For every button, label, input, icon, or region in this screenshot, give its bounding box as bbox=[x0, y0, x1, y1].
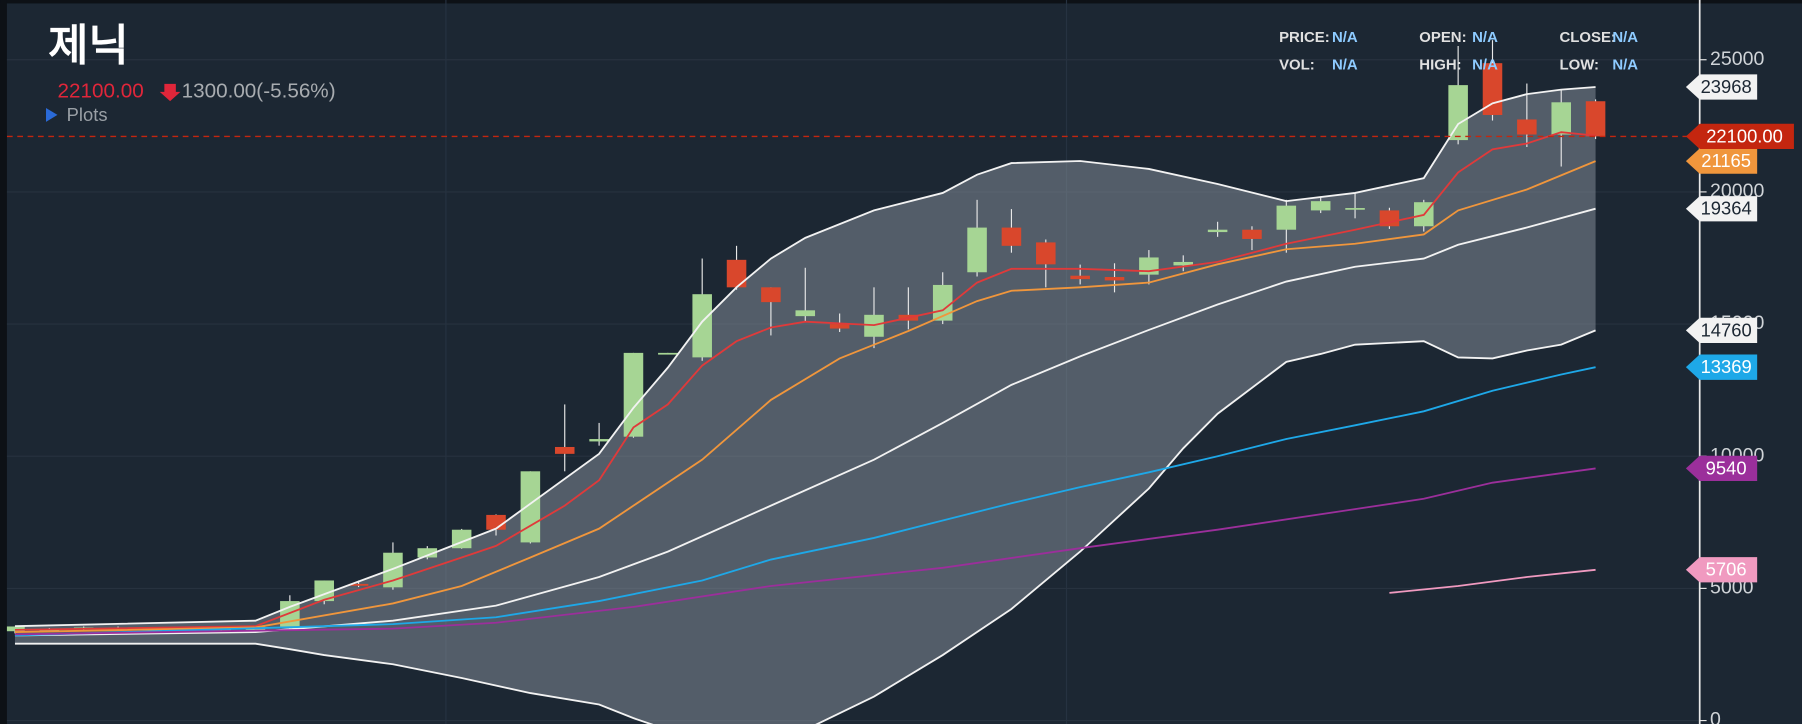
candle-body bbox=[589, 439, 609, 442]
candle-body bbox=[1551, 102, 1571, 135]
price-tag bbox=[1685, 196, 1758, 222]
down-arrow-icon bbox=[159, 83, 181, 102]
left-border bbox=[0, 0, 7, 724]
candle-body bbox=[623, 352, 644, 437]
plots-toggle[interactable]: Plots bbox=[67, 104, 108, 125]
symbol-title: 제닉 bbox=[48, 20, 128, 71]
candle-body bbox=[520, 471, 541, 543]
candle-body bbox=[1585, 101, 1606, 137]
candle-body bbox=[761, 287, 781, 303]
indicator-line bbox=[14, 329, 1596, 724]
indicator-line bbox=[14, 86, 1596, 628]
candle-body bbox=[1001, 227, 1022, 246]
candle-body bbox=[1310, 201, 1331, 211]
price-tag-label: 21165 bbox=[1701, 150, 1751, 171]
price-tag-label: 13369 bbox=[1701, 356, 1752, 377]
info-value: N/A bbox=[1472, 29, 1498, 46]
y-tick-label: 0 bbox=[1710, 709, 1721, 724]
candle-body bbox=[1242, 229, 1262, 239]
candle-body bbox=[1276, 205, 1297, 230]
price-tag-label: 14760 bbox=[1701, 319, 1752, 340]
info-value: N/A bbox=[1332, 56, 1358, 73]
price-tag-label: 9540 bbox=[1706, 457, 1747, 478]
indicator-line bbox=[14, 467, 1596, 636]
candle-body bbox=[1345, 208, 1365, 210]
price: 22100.00 bbox=[57, 79, 143, 102]
candle-body bbox=[1207, 229, 1228, 233]
candle-body bbox=[795, 310, 816, 317]
candle-body bbox=[967, 227, 987, 273]
candle-body bbox=[417, 548, 438, 558]
candle-body bbox=[554, 446, 575, 454]
candle-body bbox=[1517, 119, 1537, 135]
indicator-line bbox=[1389, 568, 1596, 594]
price-tag-label: 5706 bbox=[1706, 559, 1747, 580]
info-label: OPEN: bbox=[1419, 29, 1466, 46]
candle-body bbox=[658, 352, 678, 355]
info-value: N/A bbox=[1612, 56, 1638, 73]
info-value: N/A bbox=[1612, 29, 1638, 46]
price-tag-label: 22100.00 bbox=[1706, 125, 1783, 146]
info-value: N/A bbox=[1472, 56, 1498, 73]
candle-body bbox=[726, 259, 747, 288]
candle-body bbox=[829, 324, 850, 329]
candle-body bbox=[1070, 275, 1090, 280]
info-label: CLOSE: bbox=[1559, 29, 1615, 46]
price-tag-label: 23968 bbox=[1701, 76, 1752, 97]
price-tag bbox=[1685, 74, 1758, 100]
candle-body bbox=[1104, 277, 1125, 281]
plot-area bbox=[6, 40, 1699, 724]
candle-body bbox=[692, 294, 712, 358]
candle-body bbox=[6, 626, 25, 632]
price-change: 1300.00(-5.56%) bbox=[182, 79, 336, 102]
candle-body bbox=[1036, 242, 1056, 265]
indicator-line bbox=[14, 207, 1596, 637]
top-border bbox=[0, 0, 1802, 4]
candle-body bbox=[486, 514, 506, 530]
price-tag bbox=[1685, 354, 1758, 380]
price-tag bbox=[1685, 557, 1758, 583]
price-tag-label: 19364 bbox=[1701, 198, 1752, 219]
info-label: LOW: bbox=[1559, 56, 1599, 73]
info-value: N/A bbox=[1332, 29, 1358, 46]
info-label: PRICE: bbox=[1279, 29, 1330, 46]
price-tag bbox=[1685, 317, 1758, 344]
price-tags: 23968 14760 19364 21165 13369 9540 5706 22100.0… bbox=[1685, 74, 1794, 583]
indicator-line bbox=[14, 160, 1596, 633]
y-tick-label: 25000 bbox=[1710, 48, 1764, 70]
info-label: HIGH: bbox=[1419, 56, 1461, 73]
price-tag bbox=[1685, 148, 1758, 174]
candle-body bbox=[1173, 261, 1194, 266]
price-tag bbox=[1685, 123, 1794, 150]
candle-body bbox=[1379, 210, 1400, 227]
candle-body bbox=[348, 583, 369, 586]
price-tag bbox=[1685, 455, 1758, 482]
candle-body bbox=[1448, 85, 1468, 141]
indicator-line bbox=[14, 366, 1596, 637]
band-fill bbox=[14, 87, 1596, 724]
plots-toggle-icon[interactable] bbox=[45, 108, 58, 122]
info-label: VOL: bbox=[1279, 56, 1315, 73]
indicator-line bbox=[14, 131, 1596, 631]
